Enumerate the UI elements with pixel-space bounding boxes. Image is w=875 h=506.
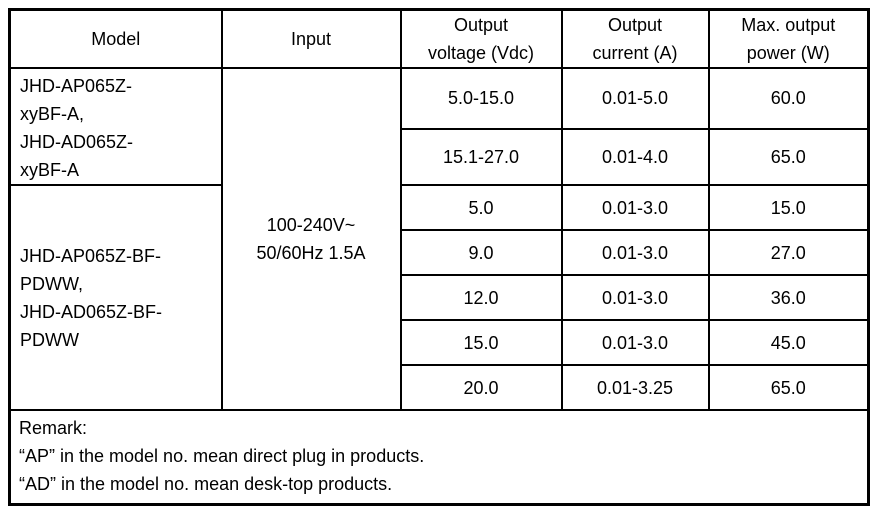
table-row: 20.0 0.01-3.25 65.0: [10, 364, 870, 411]
table-row: 15.0 0.01-3.0 45.0: [10, 319, 870, 366]
table-row: 12.0 0.01-3.0 36.0: [10, 274, 870, 321]
power-cell: 36.0: [707, 274, 870, 321]
model-group-1-cell: JHD-AP065Z- xyBF-A, JHD-AD065Z- xyBF-A: [8, 67, 223, 186]
header-output-current: Output current (A): [560, 8, 710, 69]
spec-table: Model Input Output voltage (Vdc) Output …: [8, 8, 870, 506]
model-group-2-cell: JHD-AP065Z-BF- PDWW, JHD-AD065Z-BF- PDWW: [8, 184, 223, 411]
voltage-cell: 12.0: [399, 274, 563, 321]
table-row: 9.0 0.01-3.0 27.0: [10, 229, 870, 276]
header-input: Input: [220, 8, 402, 69]
power-cell: 27.0: [707, 229, 870, 276]
power-cell: 60.0: [707, 67, 870, 130]
table-row: JHD-AP065Z-BF- PDWW, JHD-AD065Z-BF- PDWW…: [8, 184, 870, 411]
power-cell: 65.0: [707, 364, 870, 411]
current-cell: 0.01-3.25: [560, 364, 710, 411]
voltage-cell: 5.0-15.0: [399, 67, 563, 130]
header-model: Model: [8, 8, 223, 69]
header-row: Model Input Output voltage (Vdc) Output …: [8, 8, 870, 69]
remark-row: Remark: “AP” in the model no. mean direc…: [8, 409, 870, 505]
current-cell: 0.01-3.0: [560, 319, 710, 366]
power-cell: 65.0: [707, 127, 870, 187]
voltage-cell: 5.0: [399, 184, 563, 231]
voltage-cell: 15.1-27.0: [399, 127, 563, 187]
current-cell: 0.01-3.0: [560, 229, 710, 276]
remark-cell: Remark: “AP” in the model no. mean direc…: [8, 409, 870, 505]
power-cell: 15.0: [707, 184, 870, 231]
table-row: 15.1-27.0 0.01-4.0 65.0: [10, 127, 870, 187]
voltage-cell: 15.0: [399, 319, 563, 366]
header-max-power: Max. output power (W): [707, 8, 870, 69]
current-cell: 0.01-5.0: [560, 67, 710, 130]
voltage-cell: 9.0: [399, 229, 563, 276]
current-cell: 0.01-3.0: [560, 184, 710, 231]
current-cell: 0.01-4.0: [560, 127, 710, 187]
table-row: JHD-AP065Z- xyBF-A, JHD-AD065Z- xyBF-A 1…: [8, 67, 870, 411]
current-cell: 0.01-3.0: [560, 274, 710, 321]
power-cell: 45.0: [707, 319, 870, 366]
input-cell: 100-240V~ 50/60Hz 1.5A: [220, 67, 402, 411]
header-output-voltage: Output voltage (Vdc): [399, 8, 563, 69]
voltage-cell: 20.0: [399, 364, 563, 411]
